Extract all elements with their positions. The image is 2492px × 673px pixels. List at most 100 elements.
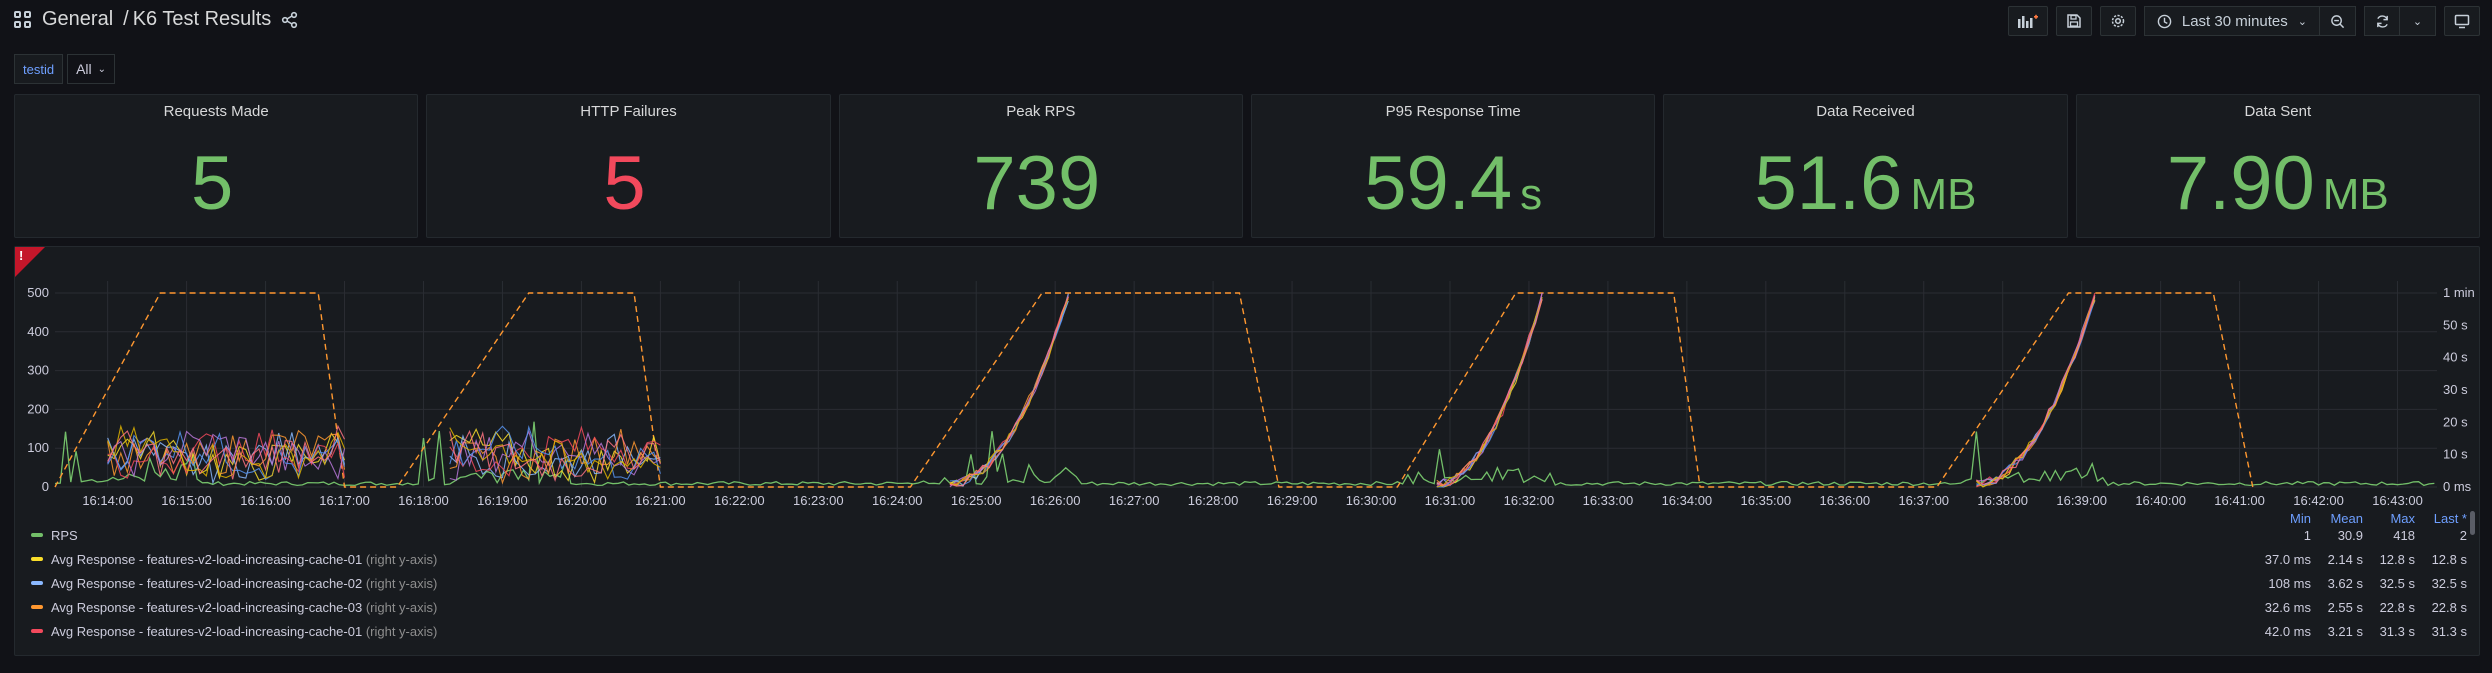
legend-max: 12.8 s	[2379, 551, 2415, 567]
legend-min: 32.6 ms	[2264, 599, 2311, 615]
series-line-response	[1976, 299, 2096, 488]
stat-panel-requests-made[interactable]: Requests Made 5	[14, 94, 419, 238]
stat-panel-data-received[interactable]: Data Received 51.6 MB	[1663, 94, 2068, 238]
chevron-down-icon: ⌄	[2412, 15, 2423, 28]
y-right-tick-label: 50 s	[2443, 317, 2468, 332]
time-series-chart[interactable]: 0 100 200 300 400 500 0 ms 10 s 20 s 30 s 40 s 50 s…	[15, 247, 2479, 509]
series-line-response	[1436, 292, 1543, 488]
series-line-response	[949, 293, 1069, 486]
legend-row[interactable]: Avg Response - features-v2-load-increasi…	[15, 621, 2481, 641]
y-left-tick-label: 300	[27, 363, 49, 378]
series-line-response	[449, 424, 661, 480]
y-right-tick-label: 40 s	[2443, 350, 2468, 365]
legend-swatch	[31, 581, 43, 585]
series-line-rps	[54, 421, 2435, 487]
legend-max: 418	[2393, 527, 2415, 543]
x-tick-label: 16:31:00	[1425, 493, 1476, 508]
legend-col-mean[interactable]: Mean	[2330, 511, 2363, 526]
legend-col-min[interactable]: Min	[2290, 511, 2311, 526]
chevron-down-icon: ⌄	[2297, 15, 2307, 28]
y-right-tick-label: 20 s	[2443, 414, 2468, 429]
legend-row[interactable]: Avg Response - features-v2-load-increasi…	[15, 597, 2481, 617]
variable-value: All	[76, 61, 92, 77]
legend-min: 1	[2303, 527, 2311, 543]
legend-axis-note: (right y-axis)	[365, 575, 438, 591]
legend-axis-note: (right y-axis)	[365, 599, 438, 615]
monitor-icon	[2454, 14, 2470, 28]
time-picker-button[interactable]: Last 30 minutes ⌄	[2143, 6, 2320, 36]
graph-panel[interactable]: 0 100 200 300 400 500 0 ms 10 s 20 s 30 s 40 s 50 s…	[14, 246, 2480, 656]
variables-bar: testid All ⌄	[14, 54, 116, 84]
legend-row[interactable]: Avg Response - features-v2-load-increasi…	[15, 573, 2481, 593]
series-line-response	[1976, 299, 2096, 486]
stat-panel-data-sent[interactable]: Data Sent 7.90 MB	[2075, 94, 2480, 238]
settings-button[interactable]	[2099, 6, 2136, 36]
legend-min: 108 ms	[2268, 575, 2311, 591]
series-line-response	[1436, 299, 1543, 488]
x-tick-label: 16:43:00	[2372, 493, 2423, 508]
x-tick-label: 16:14:00	[82, 493, 133, 508]
stat-title: Peak RPS	[1006, 103, 1076, 120]
x-tick-label: 16:32:00	[1504, 493, 1555, 508]
legend-mean: 30.9	[2337, 527, 2363, 543]
stat-value: 739	[973, 141, 1101, 226]
series-line-response	[1436, 296, 1543, 488]
gear-icon	[2111, 14, 2125, 28]
series-line-response	[1976, 295, 2096, 486]
y-right-tick-label: 30 s	[2443, 382, 2468, 397]
tv-mode-button[interactable]	[2444, 6, 2480, 36]
series-line-response	[1976, 295, 2096, 486]
refresh-interval-button[interactable]: ⌄	[2400, 6, 2436, 36]
legend-row[interactable]: Avg Response - features-v2-load-increasi…	[15, 549, 2481, 569]
x-tick-label: 16:28:00	[1188, 493, 1239, 508]
x-tick-label: 16:41:00	[2214, 493, 2265, 508]
save-icon	[2067, 14, 2081, 28]
series-line-response	[107, 429, 346, 476]
legend-scrollbar[interactable]	[2470, 511, 2475, 535]
series-line-response	[1976, 292, 2096, 488]
x-tick-label: 16:36:00	[1819, 493, 1870, 508]
y-right-tick-label: 1 min	[2443, 285, 2475, 300]
x-tick-label: 16:33:00	[1583, 493, 1634, 508]
legend-col-max[interactable]: Max	[2390, 511, 2415, 526]
stat-title: P95 Response Time	[1385, 103, 1521, 120]
legend-header: Min Mean Max Last *	[2259, 511, 2467, 526]
y-right-tick-label: 0 ms	[2443, 479, 2472, 494]
legend-row[interactable]: RPS 1 30.9 418 2	[15, 525, 2481, 545]
stat-panel-p95-response-time[interactable]: P95 Response Time 59.4 s	[1250, 94, 1656, 238]
legend-col-last[interactable]: Last *	[2433, 511, 2467, 526]
alert-corner-badge[interactable]	[15, 247, 45, 277]
legend-swatch	[31, 533, 43, 537]
stat-panel-peak-rps[interactable]: Peak RPS 739	[838, 94, 1243, 238]
zoom-out-button[interactable]	[2320, 6, 2356, 36]
share-icon[interactable]	[281, 11, 299, 29]
x-tick-label: 16:27:00	[1109, 493, 1160, 508]
x-tick-label: 16:16:00	[240, 493, 291, 508]
stat-panels: Requests Made 5 HTTP Failures 5 Peak RPS…	[14, 94, 2480, 238]
series-line-response	[949, 298, 1069, 486]
legend-axis-note: (right y-axis)	[365, 551, 438, 567]
refresh-button[interactable]	[2364, 6, 2400, 36]
x-tick-label: 16:40:00	[2135, 493, 2186, 508]
save-dashboard-button[interactable]	[2055, 6, 2092, 36]
stat-value: 7.90 MB	[2166, 141, 2389, 226]
page-title[interactable]: K6 Test Results	[132, 8, 272, 30]
zoom-out-icon	[2331, 14, 2345, 28]
series-line-response	[449, 429, 661, 481]
breadcrumb-folder[interactable]: General	[42, 8, 114, 30]
x-tick-label: 16:20:00	[556, 493, 607, 508]
add-panel-button[interactable]	[2007, 6, 2048, 36]
x-tick-label: 16:26:00	[1030, 493, 1081, 508]
stat-panel-http-failures[interactable]: HTTP Failures 5	[426, 94, 831, 238]
x-tick-label: 16:38:00	[1977, 493, 2028, 508]
legend-max: 31.3 s	[2379, 623, 2415, 639]
series-line-response	[949, 294, 1069, 488]
legend-mean: 2.14 s	[2327, 551, 2363, 567]
x-tick-label: 16:42:00	[2293, 493, 2344, 508]
legend-mean: 2.55 s	[2327, 599, 2363, 615]
add-panel-icon	[2017, 14, 2038, 28]
x-tick-label: 16:17:00	[319, 493, 370, 508]
legend-last: 12.8 s	[2431, 551, 2467, 567]
legend-max: 22.8 s	[2379, 599, 2415, 615]
variable-select-testid[interactable]: All ⌄	[67, 54, 116, 84]
